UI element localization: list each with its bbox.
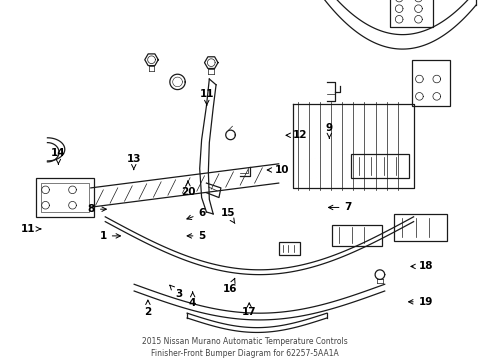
Bar xyxy=(389,0,432,27)
Text: 11: 11 xyxy=(20,224,41,234)
Text: 8: 8 xyxy=(87,204,106,214)
Text: 18: 18 xyxy=(410,261,432,271)
Text: 13: 13 xyxy=(126,154,141,170)
Text: 12: 12 xyxy=(285,130,307,140)
Text: 3: 3 xyxy=(169,285,182,299)
Text: 1: 1 xyxy=(100,231,120,241)
Bar xyxy=(331,225,381,246)
Text: 16: 16 xyxy=(223,278,237,294)
Text: 5: 5 xyxy=(187,231,205,241)
Text: 7: 7 xyxy=(328,202,351,212)
Text: 11: 11 xyxy=(199,89,214,105)
Text: 4: 4 xyxy=(188,292,196,308)
Text: 9: 9 xyxy=(325,123,332,138)
Text: 20: 20 xyxy=(181,181,195,197)
Text: 17: 17 xyxy=(242,303,256,317)
Bar xyxy=(393,214,447,241)
Text: 19: 19 xyxy=(408,297,432,307)
Text: 2015 Nissan Murano Automatic Temperature Controls
Finisher-Front Bumper Diagram : 2015 Nissan Murano Automatic Temperature… xyxy=(142,337,346,358)
Bar xyxy=(350,154,408,178)
Text: 14: 14 xyxy=(51,148,65,164)
Text: 15: 15 xyxy=(220,208,235,224)
Bar xyxy=(411,60,449,106)
Bar xyxy=(278,242,299,255)
Text: 6: 6 xyxy=(186,208,205,220)
Bar xyxy=(36,178,94,217)
Bar xyxy=(41,183,89,212)
Text: 10: 10 xyxy=(266,165,289,175)
Text: 2: 2 xyxy=(144,300,151,317)
